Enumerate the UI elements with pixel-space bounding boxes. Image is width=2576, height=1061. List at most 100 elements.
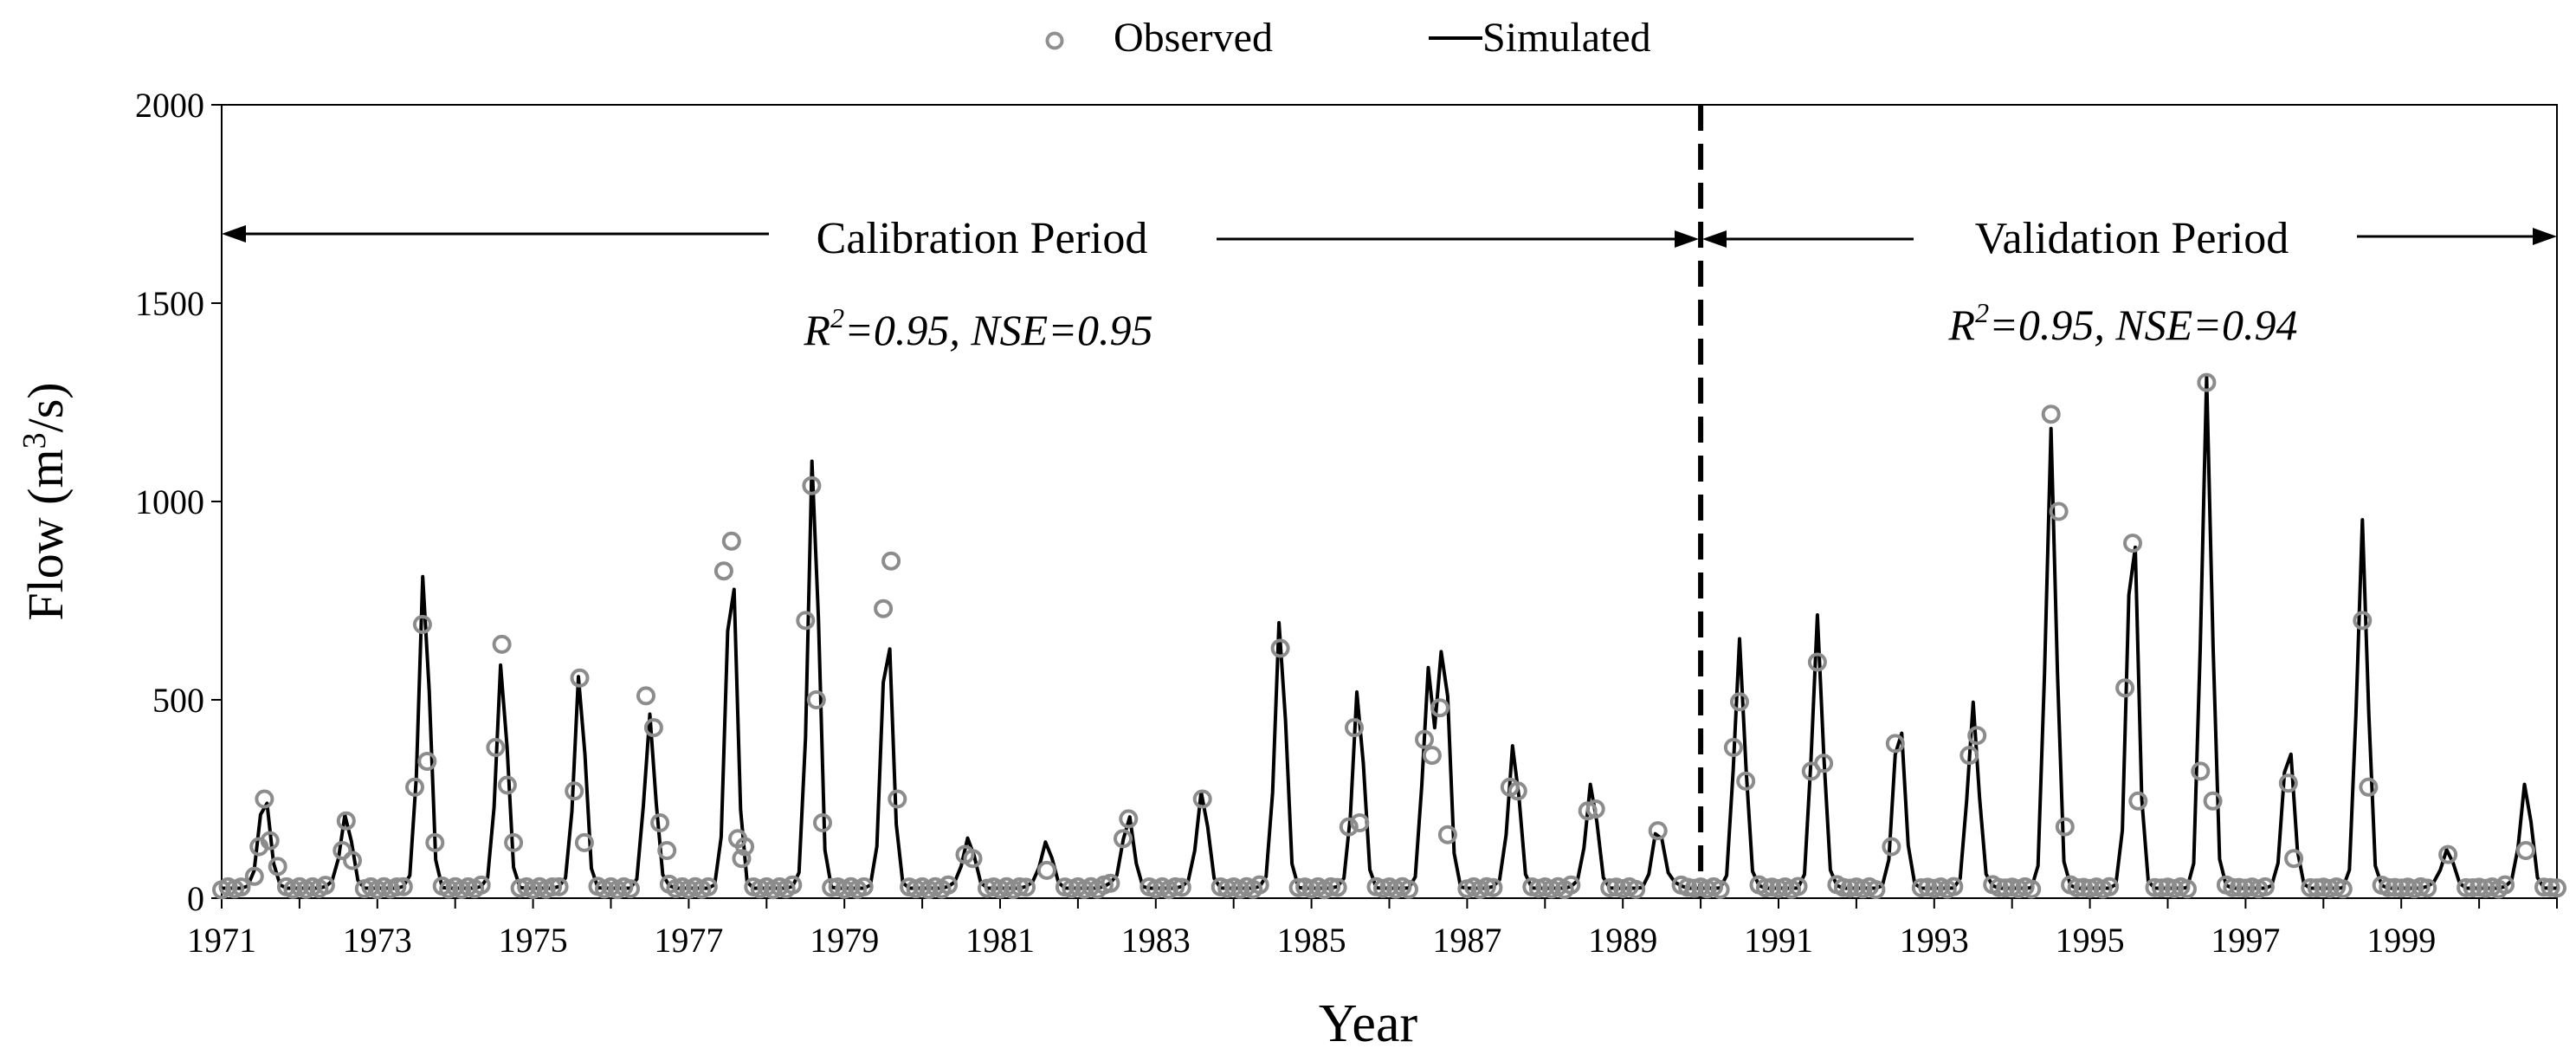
x-tick-label: 1993 <box>1900 921 1969 960</box>
x-tick-label: 1975 <box>499 921 568 960</box>
observed-point <box>1959 746 1979 766</box>
calibration-period-label: Calibration Period <box>817 214 1148 263</box>
observed-point <box>2049 501 2069 521</box>
simulated-series-line <box>222 375 2557 890</box>
observed-point <box>2123 534 2142 553</box>
observed-point <box>822 877 842 897</box>
observed-point <box>486 738 506 757</box>
observed-point <box>2353 611 2373 631</box>
observed-point <box>1119 809 1139 829</box>
calibration-stats-sup: 2 <box>830 302 844 333</box>
observed-point <box>574 832 594 852</box>
calibration-arrow <box>222 225 1699 248</box>
y-tick-label: 500 <box>152 681 204 720</box>
observed-point <box>2115 678 2135 698</box>
x-tick-label: 1995 <box>2056 921 2125 960</box>
observed-point <box>1321 877 1341 896</box>
observed-point <box>260 831 280 851</box>
observed-point <box>1814 754 1834 773</box>
observed-point <box>2100 877 2120 896</box>
observed-point <box>1967 726 1987 746</box>
observed-point <box>1288 877 1308 897</box>
observed-point <box>1736 771 1756 791</box>
observed-point <box>1723 738 1743 757</box>
observed-point <box>2284 849 2304 869</box>
observed-point <box>387 877 407 896</box>
observed-point <box>1415 729 1434 749</box>
observed-point <box>2438 844 2458 864</box>
observed-point <box>1561 875 1581 895</box>
observed-point <box>2359 777 2379 797</box>
observed-point <box>881 551 901 571</box>
observed-point <box>2418 878 2437 898</box>
observed-point <box>2178 879 2197 899</box>
observed-point <box>2534 877 2553 897</box>
observed-point <box>1399 879 1418 899</box>
observed-point <box>565 781 584 801</box>
observed-point <box>2223 877 2243 897</box>
observed-point <box>2022 879 2042 899</box>
observed-point <box>1626 879 1646 899</box>
observed-point <box>2145 877 2165 897</box>
observed-point <box>1882 837 1901 857</box>
observed-point <box>570 668 590 688</box>
observed-point <box>2379 877 2398 897</box>
observed-point <box>2301 877 2321 897</box>
observed-point <box>1866 880 1886 900</box>
observed-point <box>417 752 437 771</box>
y-tick-label: 1500 <box>135 284 204 323</box>
observed-point <box>1430 698 1449 718</box>
validation-arrow-left-head <box>1702 230 1727 248</box>
y-tick-label: 2000 <box>135 86 204 125</box>
observed-point <box>657 841 677 860</box>
observed-point <box>2278 773 2298 793</box>
observed-point <box>888 789 907 809</box>
calibration-stats-r: R <box>804 306 831 354</box>
observed-point <box>796 611 816 631</box>
observed-point <box>2457 877 2476 897</box>
observed-point <box>504 832 524 852</box>
observed-point <box>1989 877 2009 897</box>
observed-point <box>2152 878 2171 898</box>
observed-point <box>343 851 362 870</box>
x-tick-label: 1983 <box>1121 921 1191 960</box>
observed-point <box>1730 692 1749 712</box>
observed-point <box>1010 877 1030 896</box>
observed-point <box>1710 880 1730 899</box>
observed-point <box>2547 878 2566 898</box>
observed-point <box>1339 817 1359 837</box>
observed-point <box>1172 877 1191 897</box>
observed-point <box>721 531 741 551</box>
observed-point <box>1270 638 1290 658</box>
observed-point <box>2495 875 2515 895</box>
observed-point <box>1788 877 1808 896</box>
calibration-arrow-right-head <box>1675 230 1699 248</box>
observed-point <box>1483 877 1503 897</box>
observed-point <box>393 877 413 896</box>
observed-point <box>643 718 663 738</box>
x-tick-label: 1971 <box>187 921 256 960</box>
observed-point <box>2540 877 2560 897</box>
observed-point <box>2197 372 2217 392</box>
observed-point <box>732 849 752 869</box>
x-axis-label: Year <box>1319 994 1418 1053</box>
calibration-stats: R2=0.95, NSE=0.95 <box>804 302 1153 354</box>
observed-point <box>621 879 640 899</box>
observed-point <box>2067 877 2087 897</box>
calibration-stats-rest: =0.95, NSE=0.95 <box>844 306 1152 354</box>
legend-observed-marker <box>1045 31 1064 50</box>
observed-point <box>255 789 274 809</box>
observed-point <box>336 811 356 831</box>
x-tick-label: 1979 <box>810 921 879 960</box>
observed-point <box>1944 877 1964 896</box>
observed-point <box>1508 781 1527 801</box>
observed-point <box>1833 877 1853 897</box>
observed-point <box>412 615 432 634</box>
observed-point <box>2255 877 2275 896</box>
legend-simulated-label: Simulated <box>1482 15 1651 61</box>
validation-stats-rest: =0.95, NSE=0.94 <box>1989 301 2297 349</box>
observed-point <box>2191 761 2211 781</box>
observed-point <box>939 875 959 895</box>
observed-point <box>1600 878 1620 897</box>
